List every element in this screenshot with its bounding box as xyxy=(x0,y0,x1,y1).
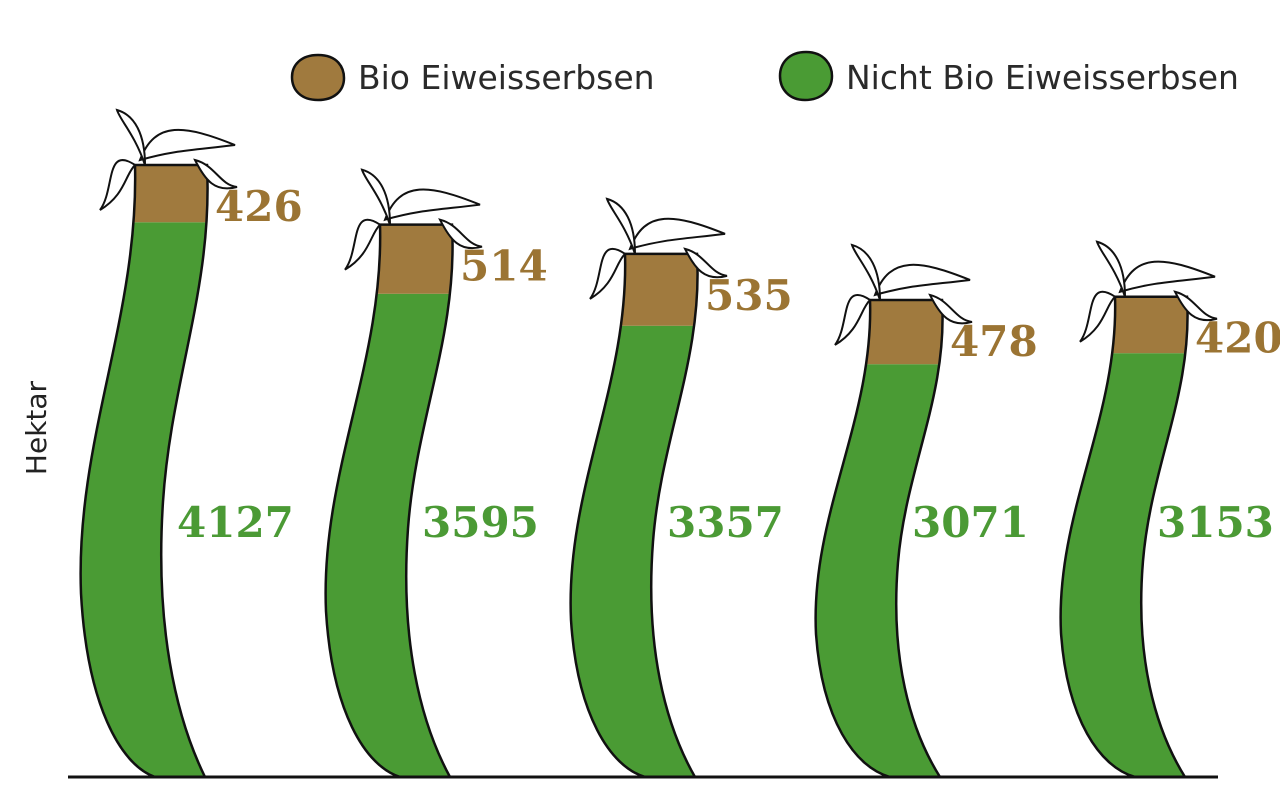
value-label-nicht-bio-1: 4127 xyxy=(177,498,294,547)
pea-sepal-5-1 xyxy=(1079,290,1117,343)
value-label-nicht-bio-4: 3071 xyxy=(912,498,1029,547)
pea-sepal-2-3 xyxy=(438,218,483,250)
value-label-bio-1: 426 xyxy=(215,182,303,231)
legend-label-bio: Bio Eiweisserbsen xyxy=(358,58,655,97)
pea-sepal-5-2 xyxy=(1118,260,1216,294)
pea-sepal-2-4 xyxy=(360,168,391,225)
legend: Bio Eiweisserbsen Nicht Bio Eiweisserbse… xyxy=(290,50,1239,102)
value-label-bio-2: 514 xyxy=(460,242,548,291)
pea-sepal-3-2 xyxy=(628,217,726,251)
pea-sepal-1-1 xyxy=(99,159,137,211)
value-label-nicht-bio-3: 3357 xyxy=(667,498,784,547)
value-label-nicht-bio-2: 3595 xyxy=(422,498,539,547)
pea-sepal-2-2 xyxy=(383,188,481,222)
pea-sepal-3-1 xyxy=(589,247,627,300)
pea-sepal-4-3 xyxy=(928,293,973,325)
pea-sepal-1-3 xyxy=(193,158,238,190)
pea-sepal-1-4 xyxy=(115,108,146,166)
value-label-bio-3: 535 xyxy=(705,271,793,320)
pea-sepal-3-3 xyxy=(683,247,728,279)
legend-swatch-nicht-bio-icon xyxy=(778,50,834,102)
pea-sepal-3-4 xyxy=(605,197,636,255)
pea-sepal-4-2 xyxy=(873,263,971,297)
pea-sepal-5-4 xyxy=(1095,240,1126,298)
pea-sepal-1-2 xyxy=(138,128,236,162)
pea-sepal-5-3 xyxy=(1173,290,1218,322)
pea-sepal-2-1 xyxy=(344,218,382,271)
bar-nicht-bio-4 xyxy=(815,364,943,777)
value-label-bio-5: 420 xyxy=(1195,314,1280,363)
value-labels-group: 426 4127 514 3595 535 3357 478 3071 420 3153 xyxy=(177,182,1280,547)
value-label-nicht-bio-5: 3153 xyxy=(1157,498,1274,547)
bar-nicht-bio-3 xyxy=(570,325,698,777)
pea-sepal-4-4 xyxy=(850,243,881,301)
y-axis-label: Hektar xyxy=(20,380,53,475)
value-label-bio-4: 478 xyxy=(950,317,1038,366)
pea-sepal-4-1 xyxy=(834,293,872,346)
bar-nicht-bio-5 xyxy=(1060,353,1188,777)
legend-swatch-bio-icon xyxy=(290,53,346,102)
legend-label-nicht-bio: Nicht Bio Eiweisserbsen xyxy=(846,58,1239,97)
